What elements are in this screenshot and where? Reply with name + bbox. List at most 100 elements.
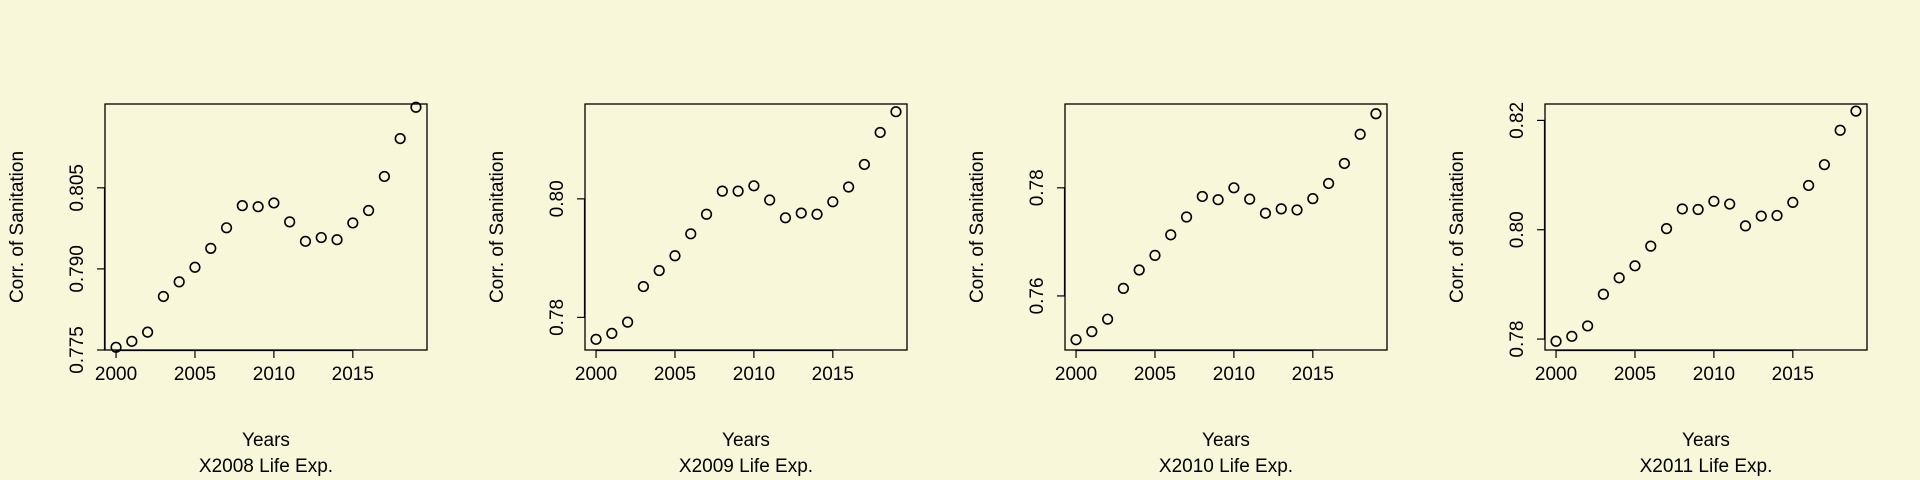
data-point	[732, 185, 744, 197]
x-tick-label: 2010	[733, 364, 775, 385]
data-point	[1692, 203, 1704, 216]
data-point	[1566, 330, 1578, 342]
data-point	[622, 316, 634, 328]
data-point	[1259, 207, 1272, 219]
data-point	[1165, 229, 1177, 241]
data-point	[1597, 288, 1610, 300]
data-point	[1244, 193, 1256, 205]
x-tick-label: 2015	[1292, 364, 1334, 385]
x-tick-label: 2015	[332, 364, 374, 385]
data-point	[637, 280, 650, 293]
chart-caption: X2009 Life Exp.	[679, 456, 813, 477]
y-tick-label: 0.78	[1507, 321, 1528, 358]
data-point	[268, 197, 280, 209]
data-point	[1676, 203, 1688, 215]
data-point	[1307, 193, 1319, 205]
data-point	[1102, 313, 1114, 325]
data-point	[1370, 108, 1382, 120]
data-point	[1645, 240, 1657, 252]
data-point	[110, 341, 122, 353]
chart-caption: X2011 Life Exp.	[1640, 456, 1773, 477]
data-point	[1629, 260, 1641, 272]
data-point	[205, 242, 217, 254]
data-point	[779, 212, 792, 224]
data-point	[858, 158, 870, 171]
y-axis-label: Corr. of Sanitation	[7, 151, 28, 303]
y-axis-label: Corr. of Sanitation	[487, 151, 508, 303]
data-point	[1582, 320, 1594, 332]
data-point	[378, 170, 390, 183]
y-axis-label: Corr. of Sanitation	[967, 151, 988, 303]
x-axis-label: Years	[1682, 430, 1730, 451]
data-point	[700, 208, 713, 220]
data-point	[1322, 177, 1335, 190]
y-tick-label: 0.78	[547, 299, 568, 336]
x-tick-label: 2005	[654, 364, 696, 385]
data-point	[1787, 196, 1799, 208]
y-tick-label: 0.80	[1507, 211, 1528, 248]
data-point	[811, 208, 823, 220]
data-point	[1086, 326, 1098, 338]
data-point	[890, 106, 902, 118]
data-point	[606, 327, 618, 340]
data-point	[1724, 198, 1736, 210]
data-point	[748, 180, 760, 192]
y-tick-label: 0.80	[547, 180, 568, 217]
data-point	[1070, 334, 1082, 346]
data-point	[1818, 159, 1830, 171]
x-axis-label: Years	[722, 430, 770, 451]
data-point	[1660, 223, 1673, 235]
data-point	[764, 194, 776, 206]
data-point	[685, 228, 697, 240]
data-point	[827, 196, 839, 208]
data-point	[1133, 264, 1145, 276]
x-axis-label: Years	[242, 430, 290, 451]
data-point	[252, 201, 264, 213]
data-point	[157, 290, 170, 303]
x-tick-label: 2000	[575, 364, 617, 385]
data-point	[1802, 179, 1815, 192]
x-tick-label: 2005	[1614, 364, 1656, 385]
y-axis-label: Corr. of Sanitation	[1447, 151, 1468, 303]
data-point	[1771, 209, 1783, 222]
data-point	[1180, 211, 1193, 223]
data-point	[669, 250, 681, 262]
data-point	[1739, 220, 1752, 232]
data-point	[1850, 105, 1862, 117]
data-point	[362, 204, 375, 217]
data-point	[284, 216, 296, 228]
data-point	[653, 264, 665, 277]
y-tick-label: 0.775	[67, 326, 88, 374]
data-point	[1708, 195, 1720, 207]
data-point	[220, 222, 233, 234]
y-tick-label: 0.76	[1027, 277, 1048, 314]
x-tick-label: 2015	[1772, 364, 1814, 385]
y-tick-label: 0.82	[1507, 102, 1528, 139]
x-tick-label: 2005	[174, 364, 216, 385]
y-tick-label: 0.790	[67, 245, 88, 293]
x-axis-label: Years	[1202, 430, 1250, 451]
data-point	[1613, 272, 1625, 284]
data-point	[590, 333, 602, 345]
data-point	[1834, 124, 1846, 136]
data-point	[1338, 157, 1350, 170]
data-point	[126, 335, 138, 347]
data-point	[1354, 128, 1366, 140]
y-tick-label: 0.78	[1027, 169, 1048, 206]
data-point	[1117, 282, 1130, 294]
data-point	[1149, 249, 1161, 261]
x-tick-label: 2000	[95, 364, 137, 385]
x-tick-label: 2010	[1693, 364, 1735, 385]
x-tick-label: 2010	[1213, 364, 1255, 385]
data-point	[394, 133, 406, 145]
data-point	[716, 185, 728, 197]
x-tick-label: 2010	[253, 364, 295, 385]
data-point	[1291, 204, 1303, 216]
data-point	[1550, 335, 1562, 347]
chart-caption: X2010 Life Exp.	[1159, 456, 1293, 477]
chart-caption: X2008 Life Exp.	[199, 456, 333, 477]
data-point	[1755, 210, 1767, 222]
data-point	[315, 231, 327, 244]
data-point	[142, 326, 154, 338]
